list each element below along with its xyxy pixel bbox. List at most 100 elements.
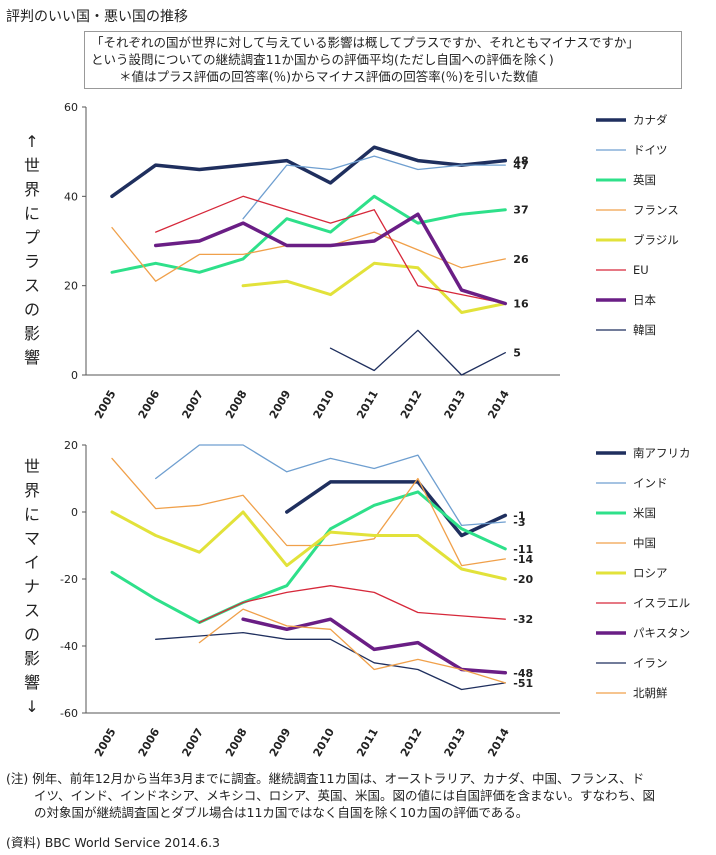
x-tick-label: 2014 (485, 388, 512, 421)
x-tick-label: 2012 (398, 388, 425, 421)
x-tick-label: 2009 (267, 388, 294, 421)
y-tick-label: 20 (64, 280, 78, 293)
y-axis-label-char: ス (23, 601, 40, 620)
legend-label: フランス (633, 203, 679, 217)
series-line (111, 457, 506, 567)
y-axis-label-char: ラ (23, 252, 40, 271)
y-tick-label: 40 (64, 190, 78, 203)
series-line (110, 145, 508, 199)
series-line (155, 631, 506, 691)
legend-label: イスラエル (633, 596, 690, 610)
x-tick-label: 2013 (442, 388, 469, 421)
legend-label: 日本 (633, 293, 656, 307)
x-tick-label: 2006 (136, 388, 163, 421)
y-axis-label-char: 響 (23, 673, 40, 692)
data-label: -51 (513, 677, 533, 690)
x-tick-label: 2007 (179, 726, 206, 759)
question-line: 「それぞれの国が世界に対して与えている影響は概してプラスですか、それともマイナス… (91, 35, 639, 50)
y-axis-label-top: ↑ 世界にプラスの影響 (20, 130, 44, 370)
series-line (198, 608, 506, 684)
legend-label: 中国 (633, 536, 656, 550)
data-label: 47 (513, 159, 528, 172)
y-axis-label-char: マ (23, 529, 40, 548)
series-line (198, 585, 506, 624)
y-axis-label-bottom: 世界にマイナスの影響 ↓ (20, 455, 44, 719)
data-label: -11 (513, 543, 533, 556)
y-tick-label: -40 (60, 640, 78, 653)
y-axis-label-char: ↓ (25, 697, 39, 716)
y-axis-label-char: の (23, 300, 40, 319)
legend-label: ドイツ (633, 143, 668, 157)
y-tick-label: 20 (64, 439, 78, 452)
series-line (241, 617, 508, 675)
legend-label: カナダ (633, 113, 668, 127)
legend-label: 北朝鮮 (633, 686, 668, 700)
y-axis-label-char: 世 (23, 457, 40, 476)
y-tick-label: 0 (71, 506, 78, 519)
x-tick-label: 2010 (311, 388, 338, 421)
x-tick-label: 2013 (442, 726, 469, 759)
y-axis-label-char: 世 (23, 156, 40, 175)
series-line (110, 490, 507, 624)
question-line: ＊値はプラス評価の回答率(％)からマイナス評価の回答率(％)を引いた数値 (119, 69, 539, 84)
y-axis-label-char: 響 (23, 348, 40, 367)
y-axis-label-char: 影 (23, 649, 40, 668)
y-tick-label: -60 (60, 707, 78, 720)
series-line (155, 195, 506, 305)
series-line (329, 329, 506, 376)
y-tick-label: 60 (64, 101, 78, 114)
source-credit: (資料) BBC World Service 2014.6.3 (6, 835, 220, 850)
legend-label: ブラジル (633, 233, 679, 247)
x-tick-label: 2005 (92, 726, 119, 759)
legend-label: パキスタン (633, 626, 690, 640)
series-line (241, 261, 507, 314)
footnote-line: (注) 例年、前年12月から当年3月までに調査。継続調査11カ国は、オーストラリ… (6, 771, 645, 786)
data-label: -1 (513, 509, 525, 522)
data-label: 37 (513, 204, 528, 217)
y-axis-label-char: 界 (23, 481, 40, 500)
x-tick-label: 2005 (92, 388, 119, 421)
data-label: -48 (513, 667, 533, 680)
chart-title: 評判のいい国・悪い国の推移 (6, 9, 188, 25)
x-tick-label: 2008 (223, 726, 250, 759)
question-box: 「それぞれの国が世界に対して与えている影響は概してプラスですか、それともマイナス… (84, 31, 682, 89)
series-line (155, 444, 506, 527)
x-tick-label: 2011 (354, 388, 381, 421)
y-axis-label-char: イ (23, 553, 40, 572)
legend-label: 南アフリカ (633, 446, 691, 460)
x-tick-label: 2009 (267, 726, 294, 759)
data-label: 26 (513, 253, 529, 266)
y-tick-label: 0 (71, 369, 78, 382)
legend-label: 米国 (633, 506, 656, 520)
data-label: -14 (513, 553, 533, 566)
x-tick-label: 2010 (311, 726, 338, 759)
legend-label: ロシア (633, 566, 668, 580)
x-tick-label: 2012 (398, 726, 425, 759)
y-axis-label-char: 界 (23, 180, 40, 199)
footnote: (注) 例年、前年12月から当年3月までに調査。継続調査11カ国は、オーストラリ… (6, 770, 655, 821)
data-label: 5 (513, 347, 521, 360)
question-line: という設問についての継続調査11か国からの評価平均(ただし自国への評価を除く) (91, 52, 554, 67)
legend-label: 英国 (633, 173, 656, 187)
data-label: -32 (513, 613, 533, 626)
x-tick-label: 2006 (136, 726, 163, 759)
y-axis-label-char: の (23, 625, 40, 644)
data-label: -20 (513, 573, 533, 586)
y-axis-label-char: プ (23, 228, 40, 247)
x-tick-label: 2011 (354, 726, 381, 759)
x-tick-label: 2014 (485, 726, 512, 759)
series-line (110, 510, 507, 581)
y-axis-label-char: ナ (23, 577, 40, 596)
legend-label: 韓国 (633, 323, 656, 337)
y-axis-label-char: に (23, 505, 40, 524)
x-tick-label: 2007 (179, 388, 206, 421)
data-label: 48 (513, 155, 528, 168)
series-line (111, 226, 506, 282)
legend-label: イラン (633, 656, 668, 670)
footnote-line: の対象国が継続調査国とダブル場合は11カ国ではなく自国を除く10カ国の評価である… (34, 805, 529, 820)
x-tick-label: 2008 (223, 388, 250, 421)
footnote-line: イツ、インド、インドネシア、メキシコ、ロシア、英国、米国。図の値には自国評価を含… (34, 788, 656, 803)
legend-label: EU (633, 263, 649, 277)
legend-label: インド (633, 476, 668, 490)
y-axis-label-char: ス (23, 276, 40, 295)
